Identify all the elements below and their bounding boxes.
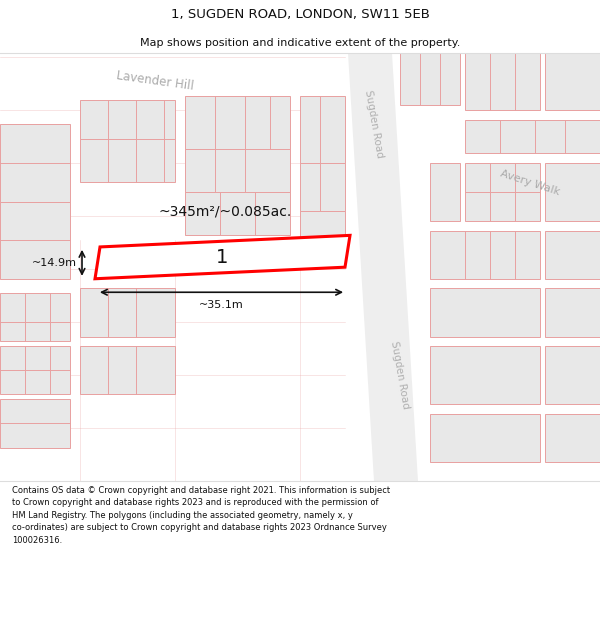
Polygon shape xyxy=(545,231,600,279)
Polygon shape xyxy=(545,163,600,221)
Text: 1: 1 xyxy=(217,248,229,267)
Text: Sugden Road: Sugden Road xyxy=(363,90,385,159)
Polygon shape xyxy=(430,346,540,404)
Polygon shape xyxy=(0,399,70,448)
Polygon shape xyxy=(400,53,460,105)
Polygon shape xyxy=(545,288,600,337)
Polygon shape xyxy=(430,163,460,221)
Text: 1, SUGDEN ROAD, LONDON, SW11 5EB: 1, SUGDEN ROAD, LONDON, SW11 5EB xyxy=(170,8,430,21)
Polygon shape xyxy=(465,163,540,221)
Polygon shape xyxy=(300,96,345,163)
Polygon shape xyxy=(545,346,600,404)
Text: Map shows position and indicative extent of the property.: Map shows position and indicative extent… xyxy=(140,38,460,48)
Polygon shape xyxy=(465,53,540,110)
Text: Sugden Road: Sugden Road xyxy=(389,341,411,410)
Polygon shape xyxy=(0,124,70,202)
Polygon shape xyxy=(95,236,350,279)
Polygon shape xyxy=(545,53,600,110)
Polygon shape xyxy=(430,231,540,279)
Polygon shape xyxy=(300,211,345,250)
Polygon shape xyxy=(430,414,540,462)
Polygon shape xyxy=(545,414,600,462)
Text: Contains OS data © Crown copyright and database right 2021. This information is : Contains OS data © Crown copyright and d… xyxy=(12,486,390,544)
Polygon shape xyxy=(300,163,345,211)
Text: ~35.1m: ~35.1m xyxy=(199,300,244,310)
Text: Avery Walk: Avery Walk xyxy=(499,168,561,197)
Polygon shape xyxy=(80,346,175,394)
Text: Lavender Hill: Lavender Hill xyxy=(116,69,194,93)
Polygon shape xyxy=(0,293,70,341)
Polygon shape xyxy=(80,139,175,182)
Polygon shape xyxy=(465,119,600,153)
Polygon shape xyxy=(185,149,290,192)
Polygon shape xyxy=(348,53,418,481)
Text: ~345m²/~0.085ac.: ~345m²/~0.085ac. xyxy=(158,204,292,218)
Polygon shape xyxy=(0,346,70,394)
Polygon shape xyxy=(185,192,290,236)
Text: ~14.9m: ~14.9m xyxy=(32,258,77,268)
Polygon shape xyxy=(0,202,70,279)
Polygon shape xyxy=(185,96,290,149)
Polygon shape xyxy=(80,288,175,337)
Polygon shape xyxy=(430,288,540,337)
Polygon shape xyxy=(80,101,175,139)
